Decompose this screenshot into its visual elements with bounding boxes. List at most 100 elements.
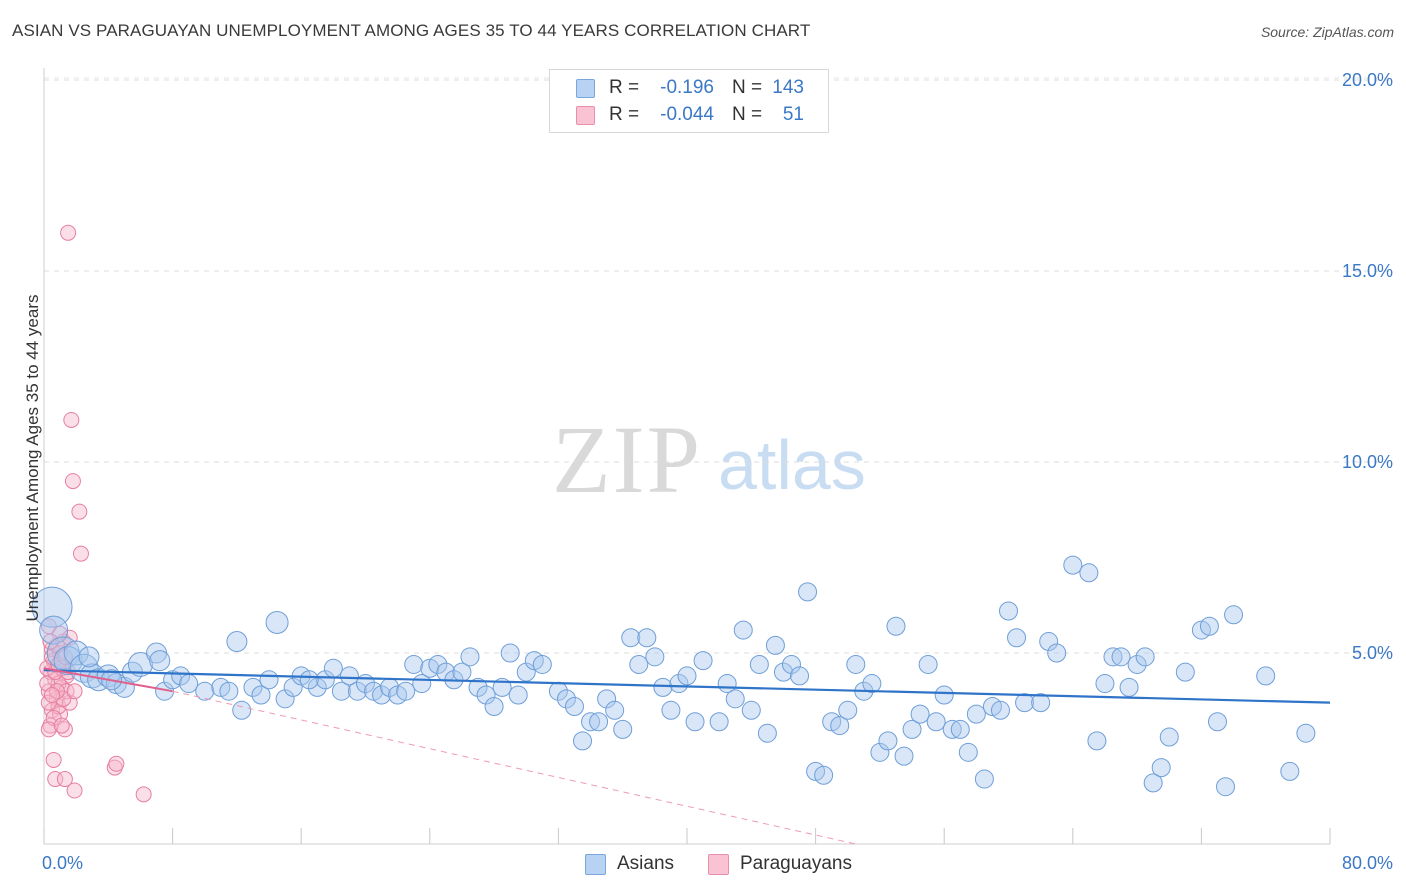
asian-point <box>78 646 100 668</box>
asian-point <box>597 689 617 709</box>
asian-point <box>508 685 528 705</box>
paraguayan-point <box>63 411 80 428</box>
asian-point <box>1095 674 1115 694</box>
legend-n-value: 143 <box>772 77 804 98</box>
watermark-atlas: atlas <box>718 426 866 504</box>
asian-point <box>232 700 252 720</box>
asian-point <box>894 746 914 766</box>
asian-point <box>516 662 536 682</box>
paraguayan-points <box>39 224 152 803</box>
asian-point <box>878 731 898 751</box>
paraguayan-point <box>64 473 81 490</box>
legend-row-asians: R = -0.196 N = 143 <box>550 74 828 102</box>
asian-point <box>53 646 83 676</box>
y-tick-label: 20.0% <box>1342 70 1393 90</box>
asian-point <box>926 712 946 732</box>
asian-point <box>645 647 665 667</box>
asian-point <box>838 700 858 720</box>
asian-point <box>484 696 504 716</box>
asian-point <box>573 731 593 751</box>
asian-point <box>886 616 906 636</box>
asian-point <box>251 685 271 705</box>
asian-point <box>1216 777 1236 797</box>
asian-swatch <box>576 79 595 98</box>
correlation-legend: R = -0.196 N = 143 R = -0.044 N = 51 <box>549 69 829 133</box>
asian-point <box>709 712 729 732</box>
asian-point <box>757 723 777 743</box>
asian-point <box>226 631 248 653</box>
asian-point <box>781 654 801 674</box>
watermark: ZIP atlas <box>552 406 866 513</box>
asian-point <box>1135 647 1155 667</box>
asian-point <box>265 610 289 634</box>
asian-point <box>564 696 584 716</box>
x-tick-label: 80.0% <box>1342 853 1393 873</box>
asian-point <box>460 647 480 667</box>
chart-title: ASIAN VS PARAGUAYAN UNEMPLOYMENT AMONG A… <box>12 21 811 40</box>
asian-point <box>846 654 866 674</box>
paraguayan-point <box>72 545 89 562</box>
series-legend: Asians Paraguayans <box>0 850 1406 880</box>
asian-point <box>339 666 359 686</box>
asian-point <box>219 681 239 701</box>
trendlines <box>43 667 1331 845</box>
asian-point <box>1127 654 1147 674</box>
asian-point <box>749 654 769 674</box>
paraguayan-point <box>66 782 83 799</box>
asian-point <box>1175 662 1195 682</box>
asian-point <box>1256 666 1276 686</box>
asian-point <box>862 674 882 694</box>
asian-point <box>331 681 351 701</box>
asian-point <box>149 650 171 672</box>
axes <box>43 68 1331 845</box>
asian-point <box>1063 555 1083 575</box>
asian-point <box>910 704 930 724</box>
asian-point <box>1103 647 1123 667</box>
paraguayan-swatch <box>576 106 595 125</box>
asian-point <box>195 681 215 701</box>
legend-r-label: R = <box>609 104 640 125</box>
asian-point <box>733 620 753 640</box>
legend-r-value: -0.044 <box>660 104 714 125</box>
y-tick-label: 5.0% <box>1352 643 1393 663</box>
asian-point <box>1207 712 1227 732</box>
paraguayan-point <box>42 633 59 650</box>
asian-point <box>685 712 705 732</box>
asian-point <box>613 719 633 739</box>
legend-label-asians: Asians <box>617 853 675 874</box>
asian-point <box>500 643 520 663</box>
asian-point <box>275 689 295 709</box>
asian-point <box>372 685 392 705</box>
asian-point <box>814 765 834 785</box>
x-tick-label: 0.0% <box>42 853 83 873</box>
asian-point <box>605 700 625 720</box>
asian-point <box>259 670 279 690</box>
asian-point <box>323 658 343 678</box>
asian-point <box>1079 563 1099 583</box>
asian-point <box>581 712 601 732</box>
asian-point <box>1224 605 1244 625</box>
paraguayan-point <box>60 224 77 241</box>
asian-point <box>532 654 552 674</box>
asian-point <box>347 681 367 701</box>
asian-point <box>958 742 978 762</box>
asian-point <box>693 651 713 671</box>
asian-point <box>1031 693 1051 713</box>
paraguayan-point <box>53 717 70 734</box>
paraguayan-point <box>56 771 73 788</box>
asian-point <box>669 674 689 694</box>
asian-point <box>990 700 1010 720</box>
source-label: Source: ZipAtlas.com <box>1260 24 1394 40</box>
paraguayan-point <box>66 683 83 700</box>
asian-point <box>1296 723 1316 743</box>
asian-point <box>725 689 745 709</box>
legend-r-label: R = <box>609 77 640 98</box>
y-axis-label: Unemployment Among Ages 35 to 44 years <box>23 295 42 622</box>
legend-label-paraguayans: Paraguayans <box>740 853 852 874</box>
asian-point <box>1119 677 1139 697</box>
legend-n-label: N = <box>732 77 763 98</box>
asian-point <box>556 689 576 709</box>
asian-point <box>677 666 697 686</box>
asian-point <box>127 651 153 677</box>
